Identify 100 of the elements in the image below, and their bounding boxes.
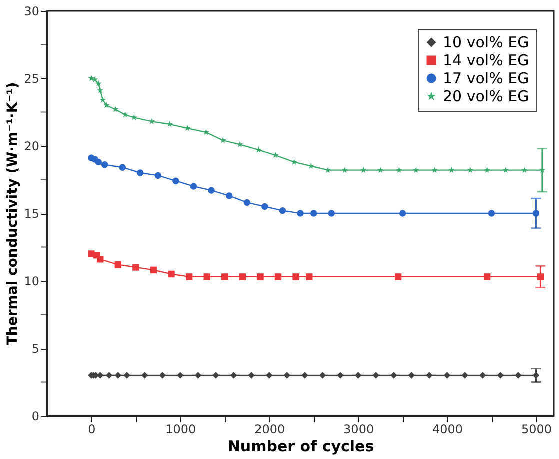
point bbox=[177, 372, 184, 379]
point bbox=[354, 372, 362, 379]
point bbox=[324, 166, 332, 174]
point bbox=[408, 372, 416, 379]
y-tick-label: 30 bbox=[24, 4, 40, 18]
x-tick-label: 3000 bbox=[344, 422, 374, 436]
point bbox=[515, 372, 522, 379]
point bbox=[236, 141, 244, 148]
y-tick-label: 20 bbox=[24, 140, 40, 154]
y-tick-label: 15 bbox=[24, 207, 40, 221]
y-tick-label: 10 bbox=[24, 274, 40, 288]
point bbox=[502, 166, 510, 174]
legend-label: 10 vol% EG bbox=[443, 34, 530, 52]
point bbox=[186, 274, 193, 280]
point bbox=[106, 372, 113, 379]
point bbox=[274, 274, 282, 280]
point bbox=[394, 274, 402, 280]
point bbox=[168, 270, 175, 278]
point bbox=[484, 166, 490, 174]
point bbox=[124, 372, 130, 379]
point bbox=[101, 162, 108, 168]
point bbox=[412, 166, 420, 174]
point bbox=[266, 372, 273, 379]
point bbox=[159, 372, 166, 379]
point bbox=[497, 372, 504, 379]
point bbox=[184, 125, 191, 132]
point bbox=[337, 372, 344, 379]
point bbox=[248, 372, 255, 379]
x-tick-label: 5000 bbox=[521, 422, 552, 436]
point bbox=[208, 187, 215, 194]
point bbox=[166, 121, 173, 128]
point bbox=[154, 172, 162, 180]
point bbox=[302, 372, 308, 379]
y-tick-label: 5 bbox=[32, 342, 40, 356]
point bbox=[292, 274, 300, 280]
point bbox=[222, 274, 228, 280]
point bbox=[319, 372, 326, 379]
point bbox=[114, 372, 122, 379]
x-tick-label: 4000 bbox=[432, 422, 464, 436]
point bbox=[328, 210, 335, 217]
point bbox=[122, 112, 128, 118]
point bbox=[310, 210, 318, 217]
x-tick-label: 2000 bbox=[254, 422, 286, 436]
point bbox=[462, 372, 468, 379]
point bbox=[88, 75, 95, 82]
y-axis-title: Thermal conductivity (W·m⁻¹·K⁻¹) bbox=[5, 82, 22, 346]
point bbox=[239, 274, 246, 280]
point bbox=[448, 166, 455, 174]
x-tick-label: 1000 bbox=[166, 422, 196, 436]
point bbox=[190, 183, 198, 190]
point bbox=[97, 87, 104, 94]
point bbox=[119, 164, 126, 171]
point bbox=[342, 166, 348, 174]
point bbox=[488, 210, 496, 217]
point bbox=[100, 96, 106, 103]
point bbox=[148, 118, 156, 124]
y-tick-label: 0 bbox=[32, 410, 40, 424]
point bbox=[279, 207, 286, 214]
point bbox=[230, 372, 238, 379]
point bbox=[426, 372, 433, 379]
point bbox=[95, 158, 102, 166]
x-tick-label: 0 bbox=[88, 422, 96, 436]
point bbox=[396, 166, 402, 174]
point bbox=[297, 210, 304, 217]
legend-label: 17 vol% EG bbox=[443, 70, 530, 88]
point bbox=[97, 372, 104, 379]
point bbox=[132, 264, 140, 271]
point bbox=[377, 166, 384, 174]
point bbox=[103, 102, 110, 108]
point bbox=[114, 261, 122, 268]
legend-label: 20 vol% EG bbox=[443, 88, 530, 106]
point bbox=[479, 372, 486, 379]
point bbox=[204, 274, 210, 280]
point bbox=[220, 137, 226, 144]
point bbox=[137, 170, 144, 176]
legend-label: 14 vol% EG bbox=[443, 52, 530, 70]
point bbox=[372, 372, 380, 379]
point bbox=[141, 372, 148, 379]
point bbox=[521, 166, 528, 174]
point bbox=[467, 166, 474, 174]
point bbox=[291, 158, 298, 165]
point bbox=[150, 266, 158, 274]
point bbox=[172, 178, 180, 184]
point bbox=[284, 372, 291, 379]
point bbox=[306, 274, 313, 280]
point bbox=[95, 80, 102, 87]
point bbox=[244, 199, 250, 206]
point bbox=[212, 372, 220, 379]
point bbox=[226, 192, 233, 200]
point bbox=[272, 152, 279, 158]
point bbox=[112, 106, 119, 112]
point bbox=[399, 210, 406, 217]
y-tick-label: 25 bbox=[24, 72, 40, 86]
point bbox=[257, 274, 264, 280]
point bbox=[444, 372, 451, 379]
point bbox=[262, 203, 268, 210]
point bbox=[432, 166, 438, 174]
point bbox=[97, 256, 104, 263]
point bbox=[484, 274, 491, 280]
x-axis-title: Number of cycles bbox=[228, 438, 374, 456]
